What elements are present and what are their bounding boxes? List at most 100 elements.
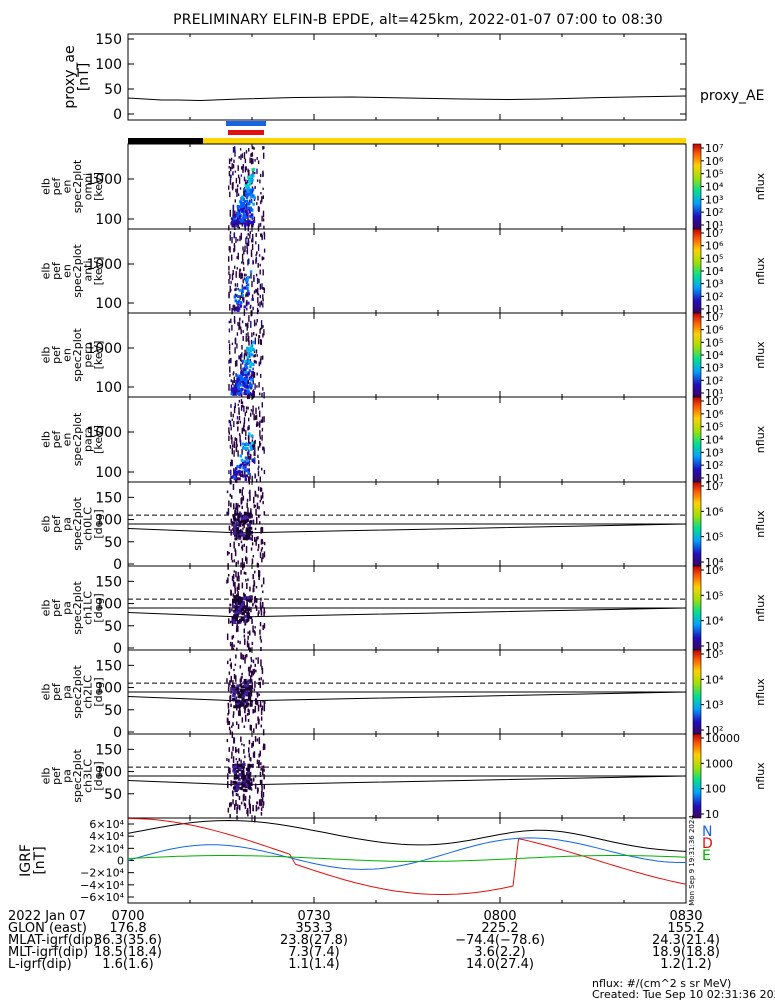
pa-pixel-dense [232, 600, 236, 604]
spec-pixel [247, 406, 249, 410]
spec-pixel [242, 279, 244, 284]
pa-pixel [250, 757, 252, 762]
pa-pixel [232, 799, 234, 805]
pa-pixel-dense [238, 693, 242, 697]
spec-pixel [257, 454, 259, 459]
spec-pixel-bright [237, 383, 240, 387]
spec-pixel-bright [240, 372, 244, 376]
spec-pixel [262, 325, 264, 328]
spec-pixel-bright [238, 209, 241, 213]
spec-pixel-bright [250, 344, 254, 347]
spec-pixel-bright [247, 471, 250, 475]
spec-pixel [256, 252, 258, 255]
pa-pixel [234, 510, 236, 517]
spec-pixel [233, 468, 235, 475]
spec-pixel [258, 206, 260, 212]
pa-pixel [252, 587, 254, 593]
spec-pixel [254, 185, 256, 189]
spec-pixel [256, 421, 258, 427]
spec-pixel [237, 287, 239, 291]
ylabel-line: spec2plot [71, 497, 84, 551]
pa-pixel [255, 669, 257, 673]
ylabel-line: spec2plot [71, 749, 84, 803]
spec-pixel-bright [246, 287, 249, 290]
ephem-value: 7.3(7.4) [288, 945, 340, 960]
pa-pixel [240, 801, 243, 805]
pa-pixel [232, 593, 235, 597]
pa-pixel-dense [249, 764, 253, 768]
spec-pixel [247, 332, 249, 338]
spec-pixel [229, 209, 231, 217]
spec-pixel-bright [251, 441, 254, 445]
spec-perp-ytick-label: 1000 [86, 341, 122, 357]
pa-pixel [235, 758, 238, 761]
spec-pixel [247, 322, 249, 329]
spec-pixel [248, 258, 250, 265]
pa-pixel-dense [235, 600, 239, 604]
pa-pixel [228, 709, 230, 715]
ylabel-line: [deg] [92, 677, 105, 706]
spec-pixel [252, 410, 254, 415]
spec-pixel [248, 425, 250, 429]
spec-pixel [249, 233, 251, 239]
spec-pixel [250, 412, 252, 417]
spec-pixel [262, 387, 264, 391]
spec-pixel [229, 191, 231, 198]
spec-pixel-bright [243, 187, 246, 191]
ephem-value: 1.2(1.2) [660, 957, 712, 972]
spec-pixel-bright [239, 463, 243, 467]
spec-pixel [229, 174, 232, 179]
spec-pixel [231, 437, 233, 445]
spec-pixel [251, 238, 253, 243]
spec-pixel [245, 237, 247, 245]
pa-pixel [240, 616, 243, 621]
spec-pixel-bright [244, 478, 248, 481]
spec-pixel [234, 199, 236, 203]
spec-pixel [253, 354, 255, 358]
spec-pixel [263, 233, 266, 240]
pa-pixel-dense [245, 690, 249, 694]
spec-pixel [232, 214, 234, 221]
pa-pixel [249, 795, 251, 799]
pa-pixel [247, 507, 249, 513]
spec-pixel [250, 272, 252, 279]
spec-pixel [234, 402, 236, 409]
spec-omni-frame [127, 143, 687, 230]
pa-pixel-dense [237, 701, 240, 705]
igrf-legend-D: D [702, 836, 713, 852]
spec-pixel [261, 467, 263, 471]
pa-pixel [262, 679, 264, 685]
pa-pixel [229, 641, 232, 647]
pa-pixel [244, 803, 247, 809]
pa-pixel [232, 722, 234, 727]
pa-pixel-dense [237, 515, 241, 519]
colorbar-spec-anti [692, 228, 702, 314]
pa-pixel [259, 681, 261, 688]
spec-pixel [245, 430, 247, 436]
spec-pixel-bright [252, 392, 255, 396]
pa-pixel [236, 749, 238, 752]
spec-pixel [256, 307, 259, 315]
igrf-ytick-label: 2×10⁴ [89, 842, 124, 855]
spec-pixel [252, 405, 254, 412]
spec-pixel [237, 174, 240, 179]
pa-pixel-dense [234, 533, 238, 537]
spec-pixel [239, 420, 241, 424]
spec-pixel [247, 180, 249, 183]
pa-pixel-dense [234, 784, 238, 788]
spec-pixel-bright [243, 305, 246, 309]
pa-pixel-dense [241, 697, 245, 701]
pa-pixel-dense [240, 517, 244, 521]
pa-pixel [231, 575, 234, 581]
pa-pixel [232, 756, 235, 763]
colorbar-pa-ch1 [692, 565, 702, 651]
spec-pixel [246, 242, 248, 249]
spec-pixel [261, 392, 263, 397]
pa-pixel [258, 682, 260, 685]
pa-pixel [228, 726, 231, 731]
spec-pixel [234, 265, 236, 269]
spec-pixel-bright [236, 301, 239, 305]
spec-pixel-bright [242, 373, 245, 377]
spec-pixel [258, 423, 261, 428]
pa-pixel [252, 555, 255, 558]
